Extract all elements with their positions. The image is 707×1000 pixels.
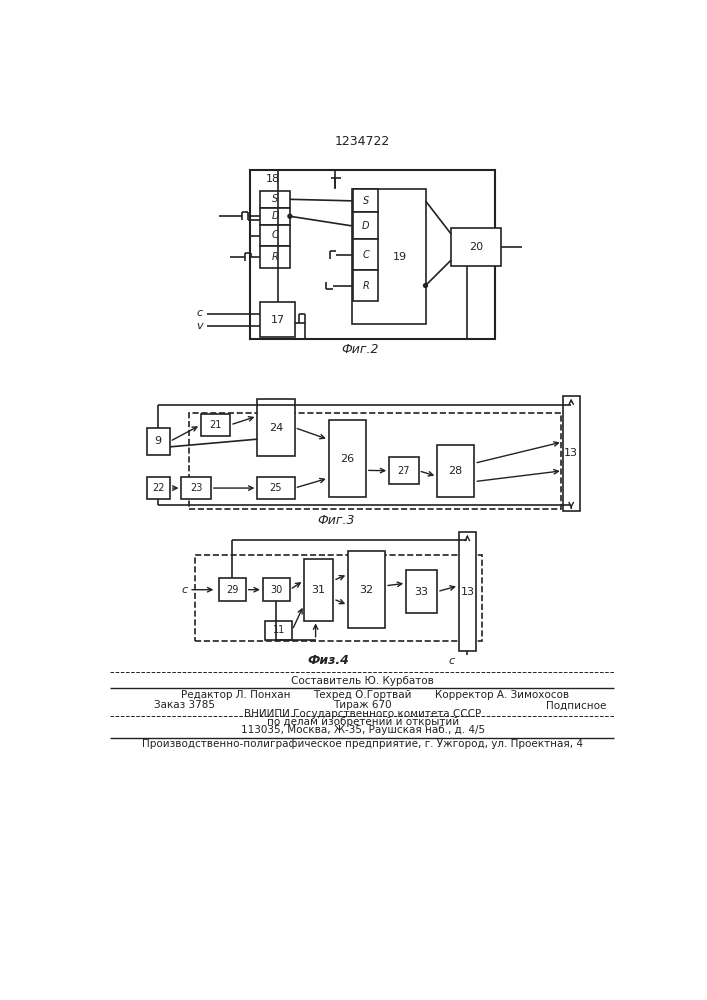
FancyBboxPatch shape: [437, 445, 474, 497]
Text: 20: 20: [469, 242, 484, 252]
Text: S: S: [363, 196, 369, 206]
Text: 32: 32: [360, 585, 374, 595]
FancyBboxPatch shape: [265, 620, 292, 640]
FancyBboxPatch shape: [218, 578, 246, 601]
Text: 26: 26: [340, 454, 354, 464]
Circle shape: [423, 284, 428, 287]
Text: C: C: [363, 250, 369, 260]
Text: 13: 13: [460, 587, 474, 597]
FancyBboxPatch shape: [201, 414, 230, 436]
FancyBboxPatch shape: [260, 208, 290, 225]
Text: Подписное: Подписное: [546, 700, 606, 710]
Text: R: R: [363, 281, 369, 291]
FancyBboxPatch shape: [354, 189, 378, 212]
Text: 24: 24: [269, 423, 283, 433]
Text: Корректор А. Зимохосов: Корректор А. Зимохосов: [435, 690, 569, 700]
Text: 25: 25: [269, 483, 282, 493]
FancyBboxPatch shape: [451, 228, 501, 266]
Text: S: S: [272, 194, 279, 204]
Text: C: C: [271, 231, 279, 240]
Text: R: R: [271, 252, 279, 262]
Text: v: v: [197, 321, 203, 331]
Text: 13: 13: [564, 448, 578, 458]
Text: D: D: [362, 221, 370, 231]
FancyBboxPatch shape: [389, 457, 419, 484]
Text: 30: 30: [270, 585, 282, 595]
Text: 1234722: 1234722: [335, 135, 390, 148]
FancyBboxPatch shape: [304, 559, 333, 620]
Text: Техред О.Гортвай: Техред О.Гортвай: [313, 690, 412, 700]
FancyBboxPatch shape: [354, 239, 378, 270]
Text: Фиг.2: Фиг.2: [341, 343, 378, 356]
FancyBboxPatch shape: [352, 189, 426, 324]
FancyBboxPatch shape: [260, 191, 290, 208]
Text: Заказ 3785: Заказ 3785: [154, 700, 215, 710]
Text: 19: 19: [392, 252, 407, 262]
Text: Физ.4: Физ.4: [308, 654, 349, 667]
Text: 21: 21: [209, 420, 222, 430]
FancyBboxPatch shape: [263, 578, 290, 601]
FancyBboxPatch shape: [260, 246, 290, 268]
Text: c: c: [197, 308, 203, 318]
FancyBboxPatch shape: [182, 477, 211, 499]
Text: по делам изобретений и открытий: по делам изобретений и открытий: [267, 717, 459, 727]
Text: 11: 11: [272, 625, 285, 635]
Text: Составитель Ю. Курбатов: Составитель Ю. Курбатов: [291, 676, 434, 686]
Text: Редактор Л. Понхан: Редактор Л. Понхан: [182, 690, 291, 700]
Text: 22: 22: [152, 483, 164, 493]
FancyBboxPatch shape: [354, 212, 378, 239]
Text: Фиг.3: Фиг.3: [317, 514, 355, 527]
Text: ВНИИПИ Государственного комитета СССР: ВНИИПИ Государственного комитета СССР: [244, 709, 481, 719]
FancyBboxPatch shape: [329, 420, 366, 497]
FancyBboxPatch shape: [354, 270, 378, 301]
FancyBboxPatch shape: [348, 551, 385, 628]
FancyBboxPatch shape: [250, 170, 495, 339]
FancyBboxPatch shape: [257, 399, 295, 456]
FancyBboxPatch shape: [146, 477, 170, 499]
FancyBboxPatch shape: [459, 532, 476, 651]
Text: 113035, Москва, Ж-35, Раушская наб., д. 4/5: 113035, Москва, Ж-35, Раушская наб., д. …: [240, 725, 485, 735]
Text: 23: 23: [190, 483, 202, 493]
FancyBboxPatch shape: [563, 396, 580, 511]
FancyBboxPatch shape: [257, 477, 295, 499]
Text: 27: 27: [397, 466, 410, 476]
FancyBboxPatch shape: [406, 570, 437, 613]
FancyBboxPatch shape: [260, 302, 296, 337]
Text: c: c: [182, 585, 187, 595]
Text: 9: 9: [155, 436, 162, 446]
Text: 28: 28: [449, 466, 463, 476]
Circle shape: [288, 214, 292, 218]
FancyBboxPatch shape: [260, 225, 290, 246]
Text: 29: 29: [226, 585, 238, 595]
Text: 31: 31: [312, 585, 325, 595]
Text: 33: 33: [414, 587, 428, 597]
Text: D: D: [271, 211, 279, 221]
Text: 17: 17: [271, 315, 285, 325]
FancyBboxPatch shape: [146, 428, 170, 455]
Text: 18: 18: [266, 174, 280, 184]
Text: Тираж 670: Тираж 670: [334, 700, 392, 710]
Text: c: c: [449, 656, 455, 666]
Text: Производственно-полиграфическое предприятие, г. Ужгород, ул. Проектная, 4: Производственно-полиграфическое предприя…: [142, 739, 583, 749]
